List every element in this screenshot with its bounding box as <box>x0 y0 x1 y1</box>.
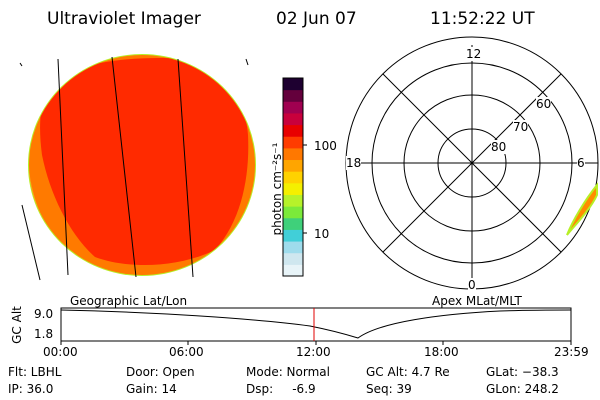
lat-label-70: 70 <box>513 120 529 134</box>
colorbar-segment <box>283 124 303 137</box>
colorbar-segment <box>283 194 303 207</box>
time-tick-0600: 06:00 <box>169 345 204 359</box>
mlt-label-0: 0 <box>468 278 476 292</box>
observation-time: 11:52:22 UT <box>430 9 535 29</box>
colorbar-segment <box>283 136 303 149</box>
glon-info: GLon: 248.2 <box>486 382 559 396</box>
colorbar-segment <box>283 171 303 184</box>
colorbar-tick-100: 100 <box>314 139 337 153</box>
altitude-tick-low: 1.8 <box>34 327 54 341</box>
time-tick-1800: 18:00 <box>424 345 459 359</box>
gain-info: Gain: 14 <box>126 382 177 396</box>
colorbar-tick-10: 10 <box>314 227 330 241</box>
instrument-title: Ultraviolet Imager <box>47 9 201 29</box>
altitude-axis-label: GC Alt <box>10 306 24 344</box>
door-info: Door: Open <box>126 365 195 379</box>
colorbar-segment <box>283 264 303 277</box>
colorbar-segment <box>283 229 303 242</box>
altitude-curve <box>60 309 572 339</box>
aurora-bright-region <box>40 58 249 266</box>
colorbar-segment <box>283 147 303 161</box>
longitude-grid-lines <box>19 56 249 281</box>
time-tick-0000: 00:00 <box>43 345 78 359</box>
apex-panel-label: Apex MLat/MLT <box>432 294 522 308</box>
lat-label-80: 80 <box>491 140 507 154</box>
colorbar-segment <box>283 252 303 265</box>
seq-info: Seq: 39 <box>366 382 412 396</box>
colorbar-segment <box>283 159 303 172</box>
gc-alt-info: GC Alt: 4.7 Re <box>366 365 450 379</box>
colorbar-segment <box>283 101 303 114</box>
colorbar-segment <box>283 217 303 230</box>
polar-mlt-plot <box>345 36 599 290</box>
mlt-label-6: 6 <box>577 156 585 170</box>
colorbar-segment <box>283 241 303 254</box>
colorbar-segment <box>283 112 303 126</box>
altitude-tick-high: 9.0 <box>34 307 54 321</box>
mode-info: Mode: Normal <box>246 365 330 379</box>
lat-label-60: 60 <box>536 97 552 111</box>
dsp-info: Dsp: -6.9 <box>246 382 316 396</box>
colorbar-segment <box>283 89 303 102</box>
colorbar-segment <box>283 78 303 91</box>
glat-info: GLat: −38.3 <box>486 365 559 379</box>
colorbar-unit-label: photon cm⁻²s⁻¹ <box>270 142 284 236</box>
geographic-panel-label: Geographic Lat/Lon <box>70 294 188 308</box>
ip-info: IP: 36.0 <box>8 382 54 396</box>
filter-info: Flt: LBHL <box>8 365 62 379</box>
time-tick-1200: 12:00 <box>296 345 331 359</box>
colorbar-segment <box>283 206 303 219</box>
mlt-label-18: 18 <box>346 156 362 170</box>
auroral-oval-edge <box>566 182 598 236</box>
time-tick-2359: 23:59 <box>554 345 589 359</box>
colorbar-segment <box>283 182 303 195</box>
altitude-strip-plot <box>60 307 572 345</box>
mlt-label-12: 12 <box>466 47 482 61</box>
geographic-image-panel <box>19 54 256 281</box>
observation-date: 02 Jun 07 <box>276 9 357 29</box>
intensity-color-bar <box>282 77 307 277</box>
